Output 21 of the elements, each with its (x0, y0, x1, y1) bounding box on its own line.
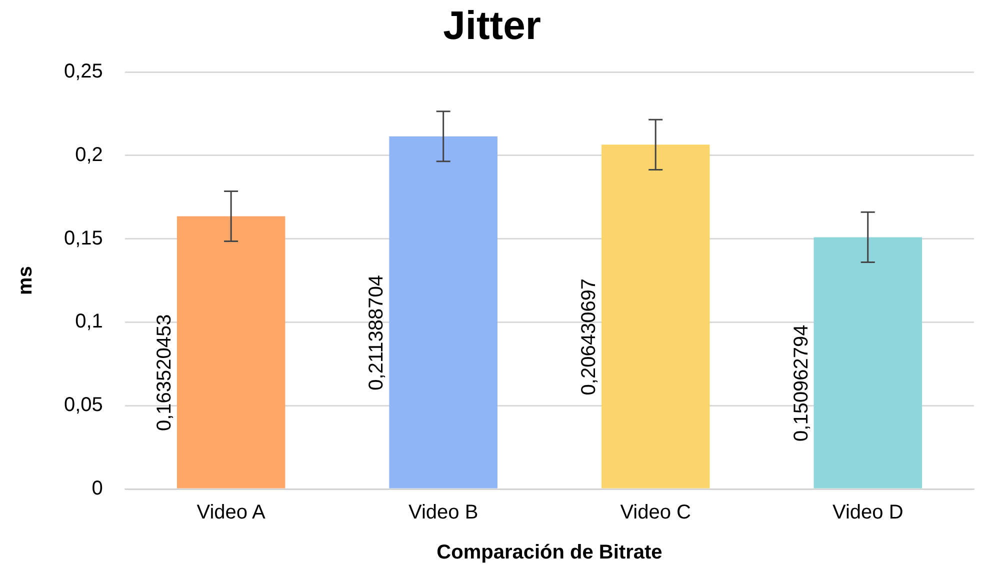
bar (176, 216, 286, 488)
data-label: 0,150962794 (790, 324, 812, 442)
y-tick-label: 0,1 (75, 310, 103, 333)
data-label: 0,211388704 (366, 275, 388, 390)
x-tick-label: Video A (196, 502, 266, 524)
y-tick-label: 0,25 (64, 60, 103, 83)
x-tick-label: Video D (832, 502, 904, 524)
y-tick-label: 0 (92, 478, 103, 500)
x-axis-title: Comparación de Bitrate (436, 542, 662, 564)
y-tick-label: 0,2 (75, 144, 103, 166)
data-label: 0,163520453 (153, 314, 176, 432)
x-tick-label: Video C (620, 502, 691, 524)
y-tick-label: 0,05 (64, 394, 103, 416)
bar (601, 144, 710, 488)
chart-title: Jitter (443, 4, 541, 48)
y-axis-title: ms (14, 266, 37, 295)
x-tick-label: Video B (408, 502, 478, 524)
y-tick-label: 0,15 (64, 227, 103, 250)
bar (389, 136, 498, 488)
data-label: 0,206430697 (578, 278, 600, 396)
bar (814, 237, 922, 488)
